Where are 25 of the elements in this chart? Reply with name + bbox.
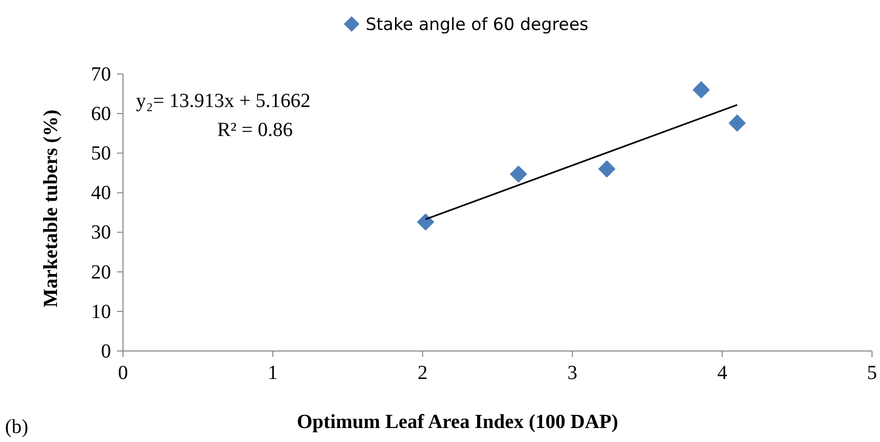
y-tick-label: 40	[91, 182, 111, 204]
y-tick-label: 50	[91, 142, 111, 165]
y-tick-label: 70	[91, 63, 111, 86]
x-tick-label: 1	[268, 362, 278, 384]
annotation: y₂= 13.913x + 5.1662	[136, 90, 311, 112]
y-tick-label: 0	[101, 340, 111, 362]
y-tick-label: 30	[91, 222, 111, 244]
point	[728, 114, 746, 132]
x-tick-label: 3	[567, 362, 578, 384]
y-tick-label: 20	[91, 261, 111, 284]
text: (b)	[5, 416, 28, 438]
annotation: R² = 0.86	[217, 119, 293, 141]
y-tick-label: 10	[91, 300, 111, 323]
legend-label: Stake angle of 60 degrees	[366, 15, 589, 35]
point	[598, 160, 616, 178]
y-axis-title: Marketable tubers (%)	[40, 110, 62, 308]
x-tick-label: 2	[418, 362, 428, 384]
x-tick-label: 4	[717, 362, 728, 384]
x-tick-label: 0	[118, 362, 128, 384]
x-tick-label: 5	[867, 362, 877, 384]
x-axis-title: Optimum Leaf Area Index (100 DAP)	[296, 411, 618, 433]
y-tick-label: 60	[91, 102, 111, 125]
point	[416, 213, 434, 231]
point	[510, 165, 528, 183]
point	[692, 81, 710, 98]
